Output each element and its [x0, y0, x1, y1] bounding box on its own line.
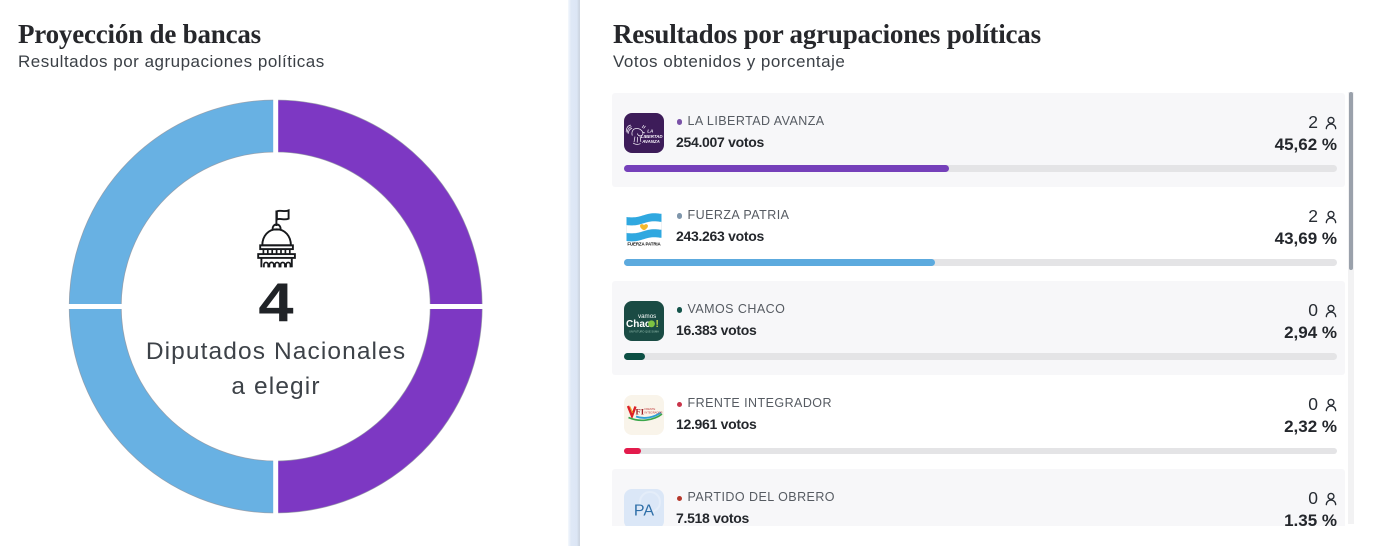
svg-text:Chac: Chac — [626, 319, 651, 330]
svg-text:FUERZA PATRIA: FUERZA PATRIA — [627, 241, 661, 246]
svg-text:LA: LA — [647, 128, 653, 133]
svg-text:!: ! — [656, 319, 659, 330]
svg-text:INTEGRADOR: INTEGRADOR — [645, 411, 663, 415]
svg-text:FI: FI — [636, 407, 645, 417]
svg-text:vamos: vamos — [638, 313, 656, 320]
svg-text:AVANZA: AVANZA — [641, 139, 660, 144]
svg-text:UN FUTURO QUE SUMA: UN FUTURO QUE SUMA — [629, 329, 659, 333]
svg-text:FRENTE: FRENTE — [645, 407, 656, 411]
svg-text:LIBERTAD: LIBERTAD — [641, 134, 664, 139]
svg-text:PA: PA — [634, 503, 654, 520]
